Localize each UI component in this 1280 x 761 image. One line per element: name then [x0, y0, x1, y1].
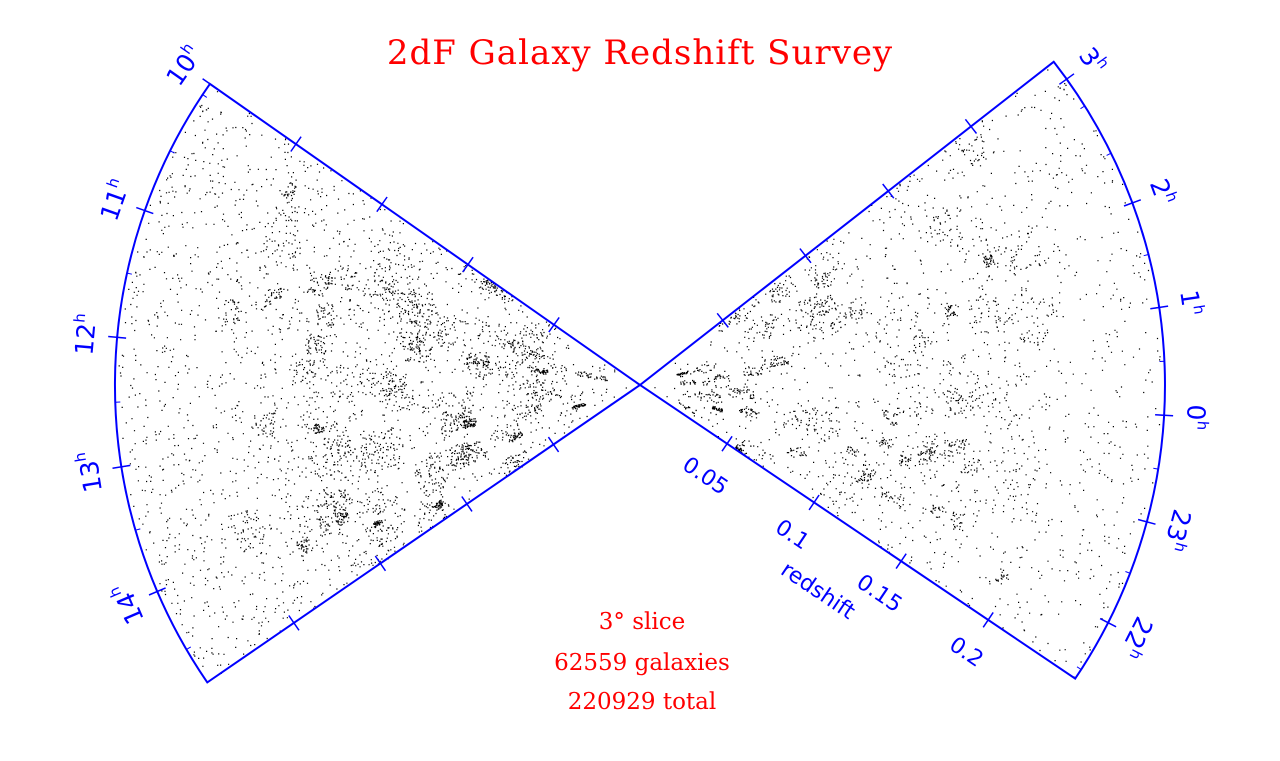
ra-minor-tick [1154, 307, 1160, 309]
ra-tick-south-0 [1058, 73, 1075, 85]
z-tick-0-3 [721, 435, 733, 452]
z-tick-1-1 [461, 496, 473, 512]
ra-hour-sup: h [1126, 646, 1146, 663]
z-tick-1-2 [799, 248, 812, 264]
z-tick-label-1: 0.1 [770, 515, 813, 555]
ra-minor-tick [126, 272, 133, 275]
info-total: 220929 total [568, 689, 717, 715]
z-tick-2-2 [882, 183, 895, 199]
ra-tick-north-2 [108, 335, 127, 339]
ra-minor-tick [121, 465, 127, 468]
z-tick-label-3: 0.2 [945, 632, 988, 672]
ra-minor-tick [1103, 619, 1109, 624]
ra-hour-sup: h [1171, 541, 1191, 555]
ra-tick-south-2 [1150, 305, 1169, 310]
z-tick-0-0 [548, 316, 560, 333]
z-tick-1-3 [808, 494, 820, 511]
z-tick-label-0: 0.05 [678, 452, 733, 500]
info-galaxies: 62559 galaxies [554, 650, 730, 676]
ra-hour-sup: h [1162, 189, 1182, 204]
ra-hour-label-north-0: 10h [158, 39, 208, 91]
info-slice: 3° slice [599, 609, 685, 635]
ra-tick-north-0 [202, 78, 218, 90]
ra-hour-sup: h [103, 175, 123, 190]
ra-hour-label-south-1: 2h [1144, 174, 1182, 209]
ra-hour-sup: h [70, 312, 89, 323]
z-tick-0-1 [547, 436, 560, 453]
ra-minor-tick [1153, 467, 1159, 470]
ra-hour-label-south-0: 3h [1073, 40, 1113, 79]
ra-minor-tick [135, 528, 141, 531]
ra-minor-tick [157, 589, 163, 592]
galaxy-points-south [654, 69, 1161, 678]
radial-axis-label: redshift [776, 557, 860, 625]
ra-minor-tick [1127, 202, 1133, 206]
z-tick-3-1 [288, 615, 300, 631]
ra-tick-north-4 [148, 587, 166, 596]
ra-minor-tick [186, 646, 192, 650]
ra-minor-tick [1143, 254, 1149, 257]
z-tick-3-2 [964, 118, 978, 134]
ra-minor-tick [1106, 152, 1112, 156]
z-tick-2-1 [374, 555, 387, 572]
ra-minor-tick [1125, 571, 1131, 574]
z-tick-3-0 [290, 136, 302, 152]
ra-minor-tick [202, 94, 208, 98]
ra-hour-sup: h [1190, 303, 1209, 315]
ra-hour-label-south-4: 23h [1158, 506, 1199, 554]
z-tick-label-2: 0.15 [852, 570, 907, 618]
ra-minor-tick [1141, 520, 1147, 523]
ra-hour-label-south-3: 0h [1180, 404, 1213, 431]
galaxy-points-north [118, 91, 627, 682]
axis-labels: 0.05 0.1 0.15 0.2 redshift 10h 11h 12h 13h 14h 3h 2… [67, 39, 1213, 673]
galaxy-points [118, 69, 1161, 682]
z-tick-2-3 [895, 553, 907, 570]
cone-outlines [113, 60, 1166, 684]
ra-hour-label-north-1: 11h [92, 175, 135, 224]
ra-minor-tick [144, 210, 150, 213]
ra-hour-sup: h [105, 584, 125, 600]
cone-outline-south [638, 60, 1166, 680]
ra-hour-label-south-2: 1h [1174, 288, 1209, 318]
ra-hour-sup: h [177, 39, 197, 57]
z-tick-0-2 [716, 312, 729, 328]
tick-marks [108, 61, 1174, 670]
ra-hour-label-south-5: 22h [1114, 612, 1161, 663]
ra-minor-tick [1076, 666, 1082, 670]
ra-hour-sup: h [1093, 53, 1113, 71]
z-tick-2-0 [376, 196, 388, 213]
ra-minor-tick [169, 150, 175, 154]
z-tick-3-3 [982, 611, 994, 628]
ra-hour-label-north-3: 13h [70, 449, 108, 495]
ra-hour-label-north-2: 12h [67, 312, 102, 356]
ra-hour-label-north-4: 14h [105, 579, 150, 629]
ra-hour-sup: h [1194, 420, 1213, 431]
chart-title: 2dF Galaxy Redshift Survey [387, 33, 893, 73]
ra-hour-sup: h [70, 451, 89, 463]
ra-minor-tick [1080, 105, 1085, 110]
ra-minor-tick [1049, 61, 1055, 66]
z-tick-1-0 [462, 256, 474, 273]
cone-outline-north [113, 82, 642, 684]
